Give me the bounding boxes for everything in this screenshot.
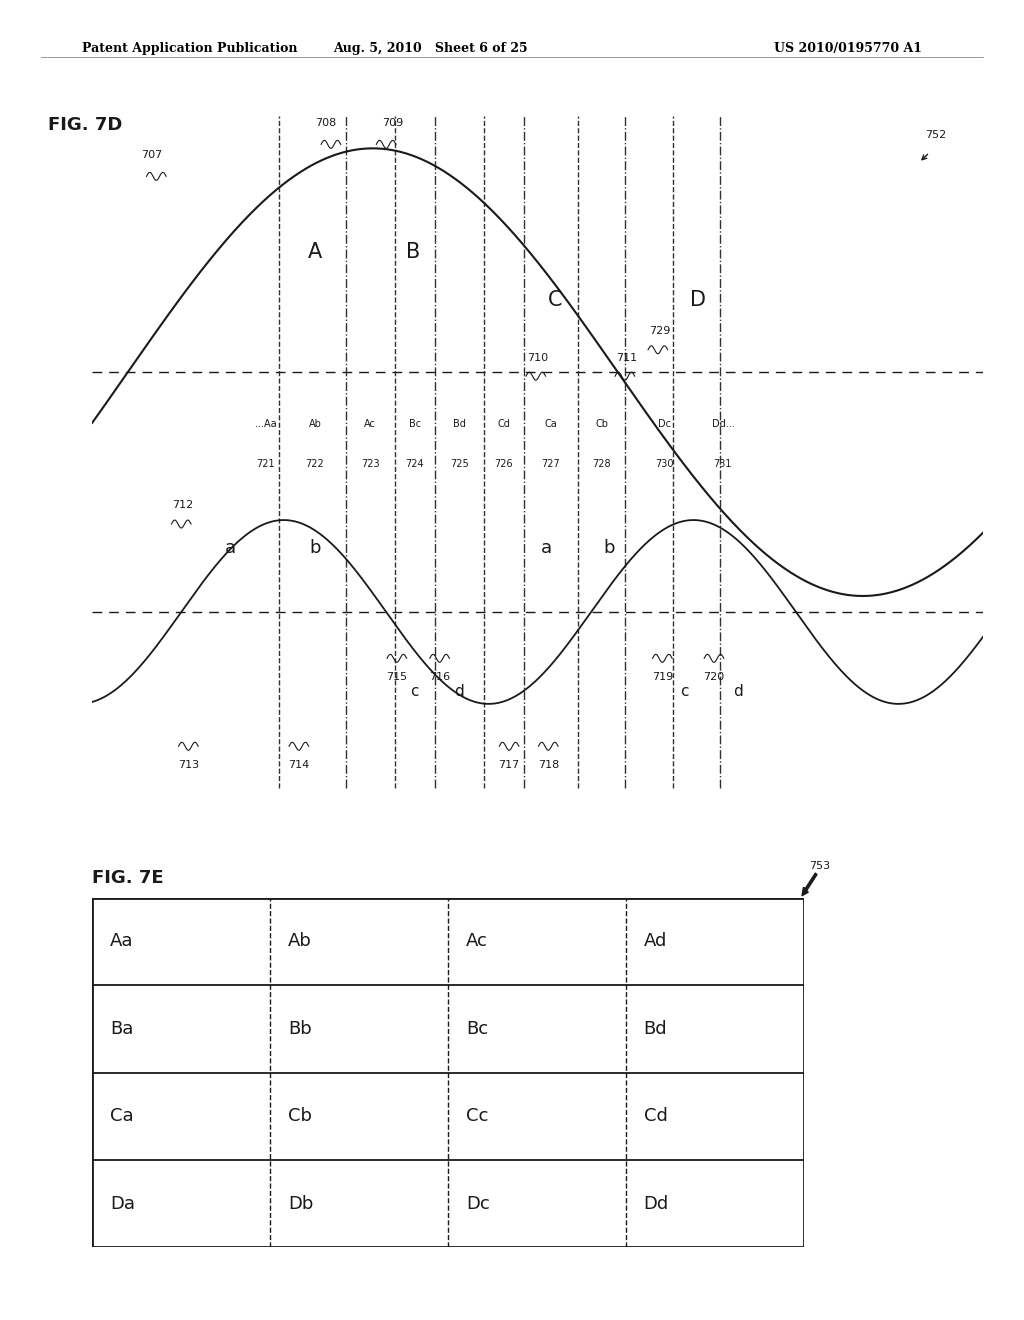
- Text: 711: 711: [616, 352, 637, 363]
- Text: 730: 730: [655, 459, 674, 469]
- Text: A: A: [308, 243, 322, 263]
- Text: 752: 752: [925, 131, 946, 140]
- Text: 716: 716: [429, 672, 451, 682]
- Text: Aug. 5, 2010   Sheet 6 of 25: Aug. 5, 2010 Sheet 6 of 25: [333, 42, 527, 55]
- Text: 720: 720: [703, 672, 725, 682]
- Text: c: c: [411, 684, 419, 700]
- Text: C: C: [548, 290, 562, 310]
- Text: Cb: Cb: [288, 1107, 312, 1125]
- Text: Cc: Cc: [466, 1107, 488, 1125]
- Text: 717: 717: [499, 760, 520, 770]
- Text: Ab: Ab: [288, 932, 311, 950]
- Text: 727: 727: [542, 459, 560, 469]
- Text: Ad: Ad: [644, 932, 667, 950]
- Text: B: B: [406, 243, 420, 263]
- Text: 712: 712: [172, 500, 194, 510]
- Text: Bb: Bb: [288, 1020, 311, 1038]
- Text: Ca: Ca: [110, 1107, 133, 1125]
- Text: 715: 715: [386, 672, 408, 682]
- Text: d: d: [455, 684, 464, 700]
- Text: FIG. 7E: FIG. 7E: [92, 869, 164, 887]
- Text: c: c: [680, 684, 689, 700]
- Text: Ca: Ca: [545, 420, 557, 429]
- Text: Db: Db: [288, 1195, 313, 1213]
- Text: ...Aa: ...Aa: [255, 420, 276, 429]
- Text: Cb: Cb: [595, 420, 608, 429]
- Text: 719: 719: [651, 672, 673, 682]
- Text: 718: 718: [538, 760, 559, 770]
- Text: Dc: Dc: [657, 420, 671, 429]
- Text: Bc: Bc: [409, 420, 421, 429]
- Text: 709: 709: [382, 119, 403, 128]
- Text: Bc: Bc: [466, 1020, 487, 1038]
- Text: 725: 725: [450, 459, 469, 469]
- Text: 724: 724: [406, 459, 424, 469]
- Text: 710: 710: [527, 352, 548, 363]
- Text: Dc: Dc: [466, 1195, 489, 1213]
- Text: 728: 728: [593, 459, 611, 469]
- Text: Cd: Cd: [498, 420, 510, 429]
- Text: 731: 731: [714, 459, 732, 469]
- Text: b: b: [309, 539, 321, 557]
- Text: 707: 707: [141, 150, 163, 160]
- Text: Patent Application Publication: Patent Application Publication: [82, 42, 297, 55]
- Text: 714: 714: [288, 760, 309, 770]
- Text: Bd: Bd: [453, 420, 466, 429]
- Text: D: D: [690, 290, 706, 310]
- Text: 722: 722: [305, 459, 325, 469]
- Text: Dd...: Dd...: [712, 420, 734, 429]
- Text: 723: 723: [360, 459, 380, 469]
- Text: 713: 713: [178, 760, 199, 770]
- Text: 753: 753: [809, 861, 830, 871]
- Text: 721: 721: [257, 459, 275, 469]
- Text: Dd: Dd: [644, 1195, 669, 1213]
- Text: 729: 729: [649, 326, 671, 337]
- Text: Cd: Cd: [644, 1107, 668, 1125]
- Text: Ac: Ac: [365, 420, 376, 429]
- Text: 708: 708: [315, 119, 336, 128]
- Text: US 2010/0195770 A1: US 2010/0195770 A1: [773, 42, 922, 55]
- Text: a: a: [541, 539, 552, 557]
- Text: Bd: Bd: [644, 1020, 668, 1038]
- Text: a: a: [224, 539, 236, 557]
- Text: d: d: [733, 684, 743, 700]
- Text: FIG. 7D: FIG. 7D: [47, 116, 122, 135]
- Text: Aa: Aa: [110, 932, 133, 950]
- Text: b: b: [603, 539, 614, 557]
- Text: Ba: Ba: [110, 1020, 133, 1038]
- Text: Ac: Ac: [466, 932, 487, 950]
- Text: Da: Da: [110, 1195, 135, 1213]
- Text: 726: 726: [495, 459, 513, 469]
- Text: Ab: Ab: [308, 420, 322, 429]
